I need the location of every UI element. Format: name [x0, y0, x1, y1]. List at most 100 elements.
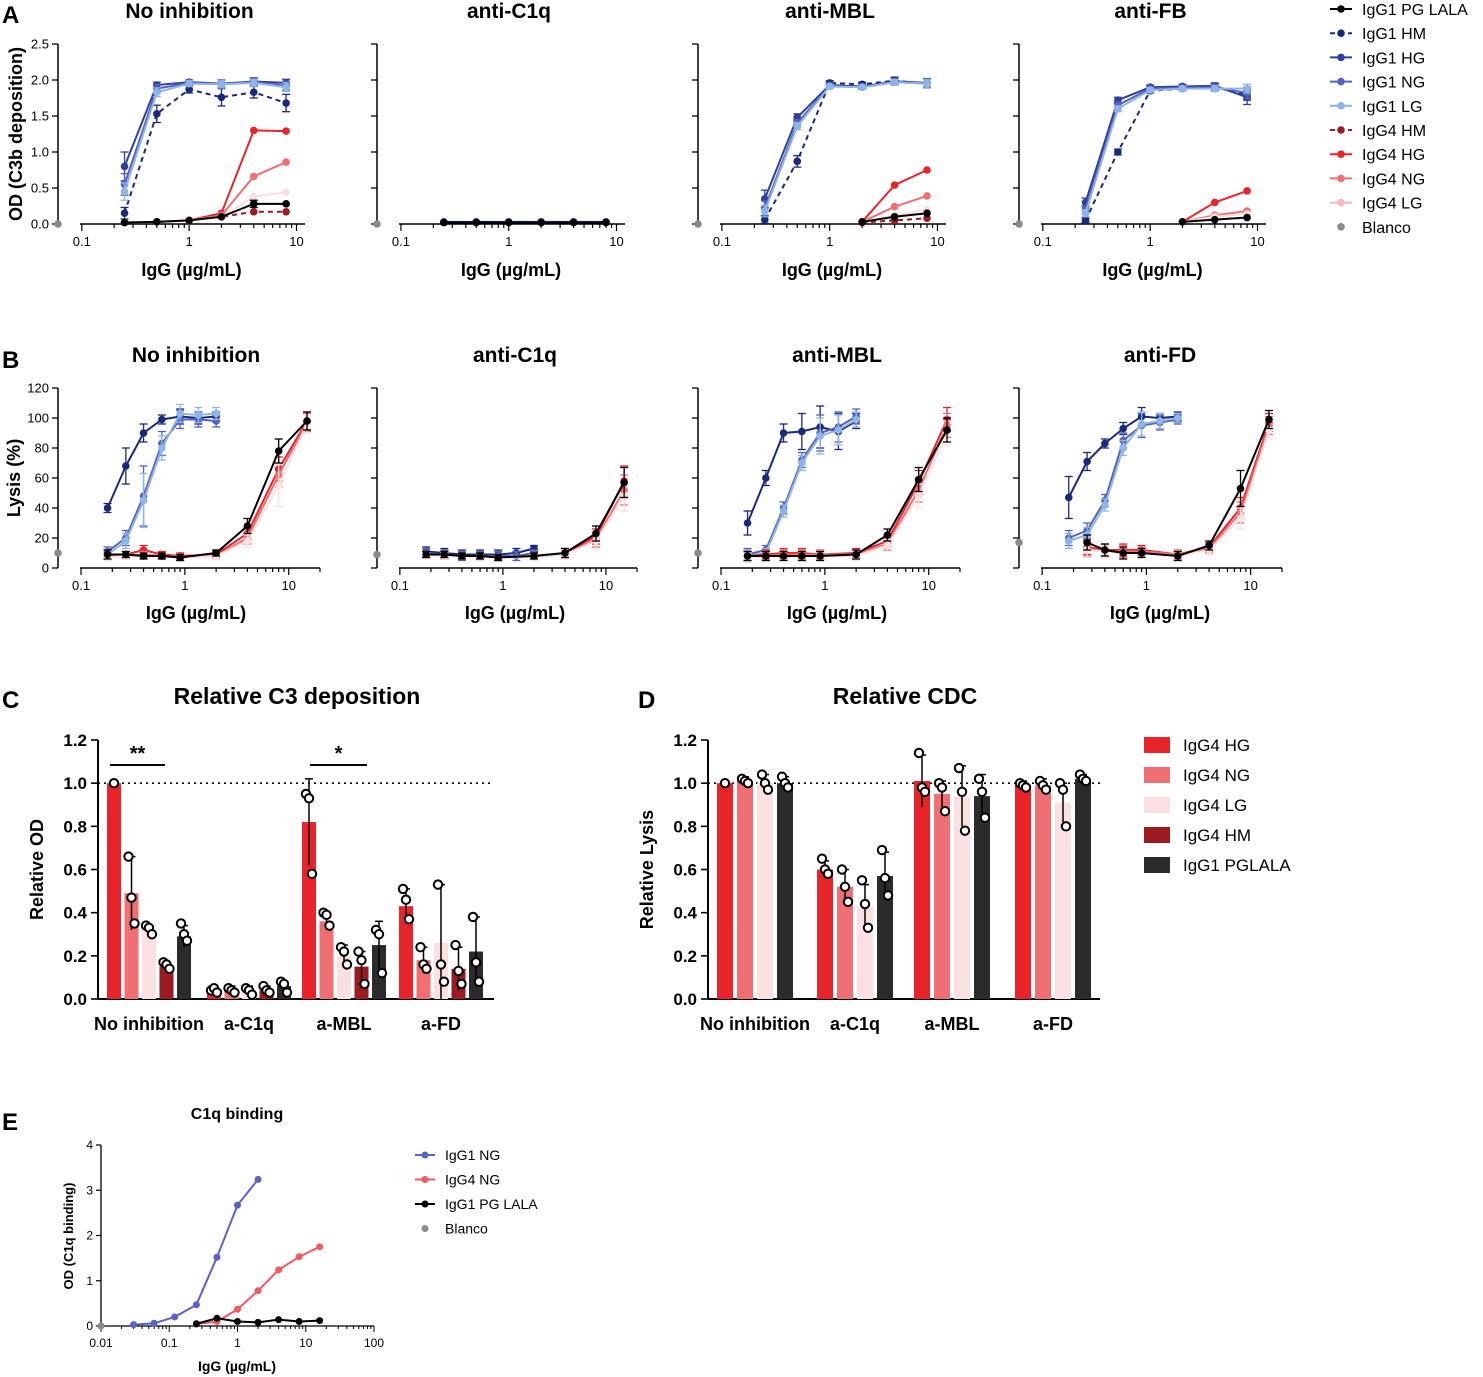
data-point: [249, 126, 258, 135]
data-point: [1119, 444, 1128, 452]
series-line-igg1-hm: [106, 415, 217, 509]
data-point: [275, 1266, 283, 1274]
y-tick-label: 0.5: [31, 181, 49, 196]
bar-igg4-hm: [159, 966, 174, 999]
x-tick-label: 0.1: [392, 234, 410, 249]
replicate-point: [1020, 782, 1032, 793]
data-point: [316, 1317, 324, 1325]
data-point: [194, 411, 203, 419]
x-tick-label: 0.1: [161, 1336, 178, 1350]
data-point: [158, 552, 166, 560]
replicate-point: [321, 909, 332, 921]
legend-item-blanco: Blanco: [1337, 220, 1411, 237]
data-point: [274, 481, 283, 490]
replicate-point: [473, 976, 485, 987]
significance-label: *: [335, 743, 343, 765]
replicate-point: [450, 939, 461, 951]
data-point: [234, 1317, 241, 1325]
series-line-igg4-hg: [124, 129, 287, 224]
data-point: [249, 207, 258, 216]
x-tick-label: 10: [282, 578, 296, 593]
bar-igg1-pglala: [177, 936, 191, 999]
data-point: [1178, 218, 1187, 226]
replicate-point: [882, 890, 894, 901]
data-point: [1243, 187, 1251, 195]
replicate-point: [862, 922, 874, 933]
panel-title: anti-FB: [1114, 0, 1186, 23]
data-point: [1101, 546, 1109, 554]
data-point: [1210, 84, 1219, 93]
data-point: [798, 427, 806, 436]
data-point: [176, 553, 184, 562]
data-point: [760, 215, 769, 224]
legend-item-igg1-lg: IgG1 LG: [1330, 99, 1422, 116]
data-point: [171, 1313, 179, 1321]
x-tick-label: 100: [364, 1336, 384, 1350]
data-point: [249, 192, 258, 201]
x-tick-label: 10: [930, 234, 944, 249]
legend-item-igg1-pglala: IgG1 PGLALA: [1144, 856, 1291, 875]
data-point: [834, 426, 843, 434]
legend-e: IgG1 NG IgG4 NG IgG1 PG LALA Blanco: [415, 1147, 538, 1237]
data-point: [530, 552, 538, 560]
chart-b: No inhibition 0 20 40 60 80 100 120 0.1 1 10 IgG (µ…: [4, 344, 1283, 623]
replicate-point: [129, 918, 140, 929]
bar-igg4-lg: [142, 929, 156, 999]
replicate-point: [175, 918, 187, 929]
legend-item-igg4-hg: IgG4 HG: [1144, 736, 1250, 755]
series-igg1-lg: [120, 78, 291, 201]
data-point: [282, 99, 290, 107]
replicate-point: [836, 864, 848, 875]
replicate-point: [376, 967, 388, 979]
data-point: [158, 415, 166, 424]
data-point: [1101, 439, 1109, 448]
bar-igg4-hg: [107, 783, 121, 999]
replicate-point: [397, 883, 409, 895]
series-igg4-ng: [192, 1243, 324, 1328]
series-igg1-hg: [760, 77, 932, 209]
data-point: [914, 492, 923, 500]
chart-title: Relative CDC: [833, 683, 977, 709]
bar-igg4-ng: [934, 793, 950, 999]
x-axis-label: IgG (µg/mL): [146, 603, 246, 623]
legend-label: IgG1 NG: [1362, 75, 1425, 92]
series-igg1-hg: [120, 77, 291, 182]
replicate-point: [859, 898, 871, 910]
replicate-point: [919, 786, 931, 797]
category-label: a-MBL: [317, 1014, 372, 1034]
bar-igg4-ng: [1035, 785, 1051, 999]
legend-label: IgG4 LG: [1183, 796, 1247, 815]
replicate-point: [839, 881, 851, 892]
data-point: [793, 157, 802, 166]
x-axis-label: IgG (µg/mL): [198, 1358, 276, 1374]
legend-label: IgG4 HM: [1362, 123, 1426, 140]
replicate-point: [876, 844, 888, 856]
data-point: [1178, 84, 1187, 93]
blanco-point: [373, 220, 381, 228]
replicate-point: [856, 875, 868, 886]
y-tick-label: 0.8: [673, 817, 697, 836]
x-tick-label: 1: [234, 1336, 241, 1350]
y-tick-label: 40: [35, 501, 49, 516]
panel-b-anti-mbl: anti-MBL 0.1 1 10 IgG (µg/mL): [692, 344, 961, 623]
panel-letter-a: A: [2, 2, 19, 29]
series-igg1-pg-lala: [422, 466, 629, 562]
y-axis-label: Lysis (%): [4, 439, 24, 517]
replicate-point: [108, 777, 120, 789]
replicate-point: [719, 777, 731, 789]
series-igg1-ng: [120, 77, 291, 196]
legend-item-igg1-ng: IgG1 NG: [1330, 75, 1425, 92]
data-point: [890, 213, 899, 221]
data-point: [914, 475, 923, 484]
data-point: [858, 218, 866, 226]
blanco-point: [54, 220, 62, 228]
x-tick-label: 1: [826, 234, 833, 249]
data-point: [153, 218, 161, 226]
y-tick-label: 1.2: [673, 731, 697, 750]
data-point: [779, 429, 788, 437]
x-axis-label: IgG (µg/mL): [782, 260, 882, 280]
legend-marker: [421, 1176, 429, 1183]
category-label: a-C1q: [224, 1014, 274, 1034]
legend-item-blanco: Blanco: [421, 1221, 488, 1237]
legend-marker: [1337, 223, 1345, 231]
